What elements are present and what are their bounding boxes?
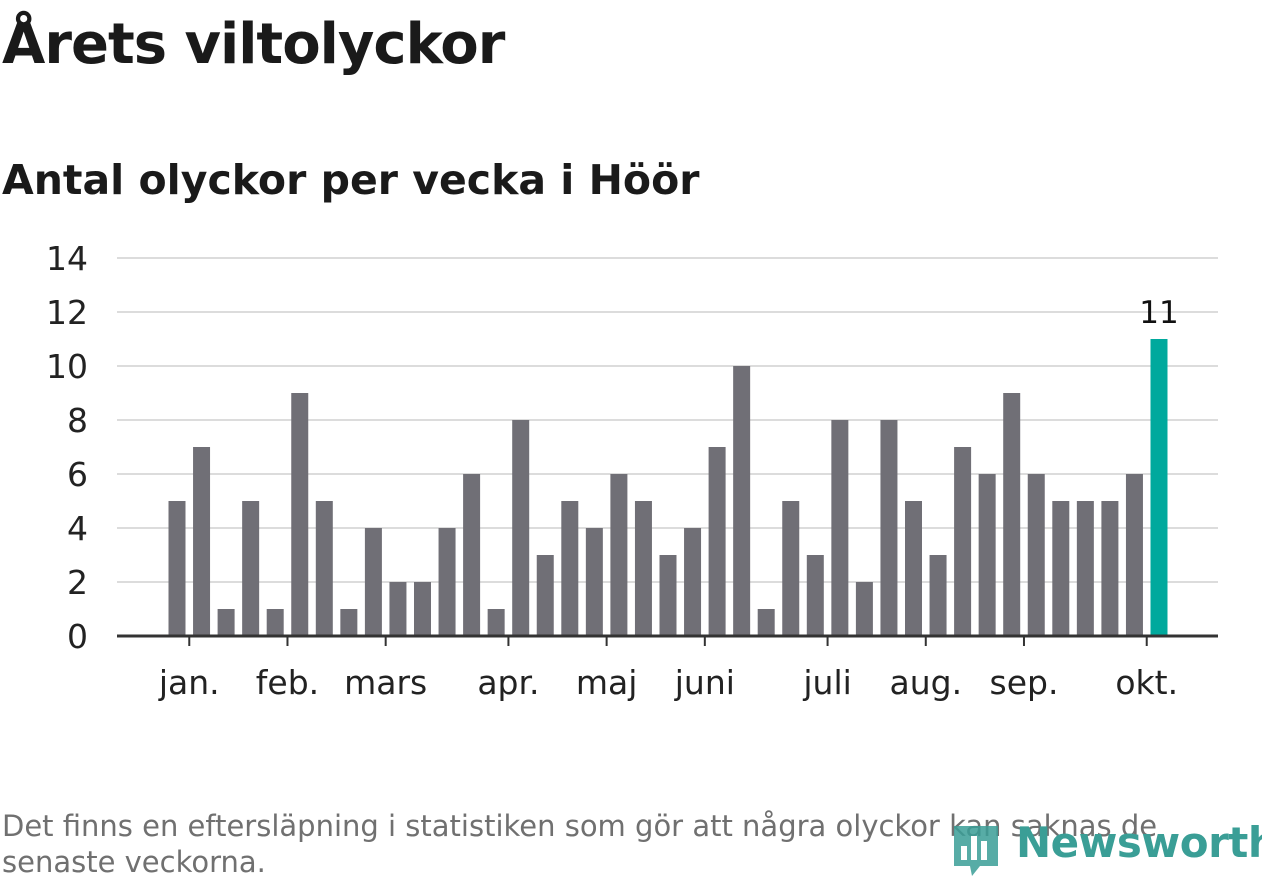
x-tick-label: apr. (477, 663, 539, 702)
x-tick-label: feb. (256, 663, 319, 702)
bar (291, 393, 309, 636)
bar (463, 474, 481, 636)
bar (364, 528, 382, 636)
chart-title: Årets viltolyckor (2, 12, 505, 77)
y-tick-label: 12 (46, 293, 88, 332)
bar (782, 501, 800, 636)
bar (659, 555, 677, 636)
bar (708, 447, 726, 636)
bar (266, 609, 284, 636)
bar (978, 474, 996, 636)
bar (831, 420, 849, 636)
bar (684, 528, 702, 636)
bar (610, 474, 628, 636)
bar (1125, 474, 1143, 636)
y-tick-label: 14 (46, 239, 88, 278)
bar (168, 501, 186, 636)
y-tick-label: 6 (67, 455, 88, 494)
x-tick-label: maj (576, 663, 638, 702)
newsworthy-logo: Newsworthy (950, 818, 1262, 878)
x-tick-label: juni (674, 663, 735, 702)
bar (512, 420, 530, 636)
bar (1027, 474, 1045, 636)
x-axis-labels: jan. feb. mars apr. maj juni juli aug. sep. okt. (158, 636, 1178, 702)
bar (487, 609, 505, 636)
bar (1076, 501, 1094, 636)
bar (536, 555, 554, 636)
x-tick-label: juli (802, 663, 851, 702)
x-tick-label: sep. (990, 663, 1059, 702)
x-tick-label: aug. (889, 663, 962, 702)
bar-highlight (1150, 339, 1168, 636)
y-tick-label: 10 (46, 347, 88, 386)
bar (389, 582, 407, 636)
bars (168, 339, 1168, 636)
y-tick-label: 0 (67, 617, 88, 656)
bar (929, 555, 947, 636)
y-axis-ticks: 0 2 4 6 8 10 12 14 (46, 239, 88, 656)
bar (217, 609, 235, 636)
x-tick-label: okt. (1115, 663, 1178, 702)
bar (757, 609, 775, 636)
bar (880, 420, 898, 636)
bar (855, 582, 873, 636)
x-tick-label: jan. (158, 663, 220, 702)
x-tick-label: mars (344, 663, 427, 702)
bar (561, 501, 579, 636)
bar (585, 528, 603, 636)
annotations: 11 (1139, 295, 1178, 331)
highlight-data-label: 11 (1139, 295, 1178, 331)
newsworthy-logo-icon (954, 826, 998, 876)
bar-chart: 0 2 4 6 8 10 12 14 jan. feb. mars apr. maj juni juli a… (46, 239, 1218, 702)
y-tick-label: 2 (67, 563, 88, 602)
bar (1003, 393, 1021, 636)
y-tick-label: 8 (67, 401, 88, 440)
bar (438, 528, 456, 636)
bar (954, 447, 972, 636)
bar (634, 501, 652, 636)
bar (242, 501, 260, 636)
bar (193, 447, 211, 636)
y-tick-label: 4 (67, 509, 88, 548)
bar (733, 366, 751, 636)
bar (806, 555, 824, 636)
bar (414, 582, 431, 636)
bar (1101, 501, 1119, 636)
bar (315, 501, 333, 636)
bar (340, 609, 358, 636)
chart-subtitle: Antal olyckor per vecka i Höör (2, 156, 700, 204)
bar (905, 501, 922, 636)
bar (1052, 501, 1070, 636)
logo-text: Newsworthy (1016, 818, 1262, 867)
